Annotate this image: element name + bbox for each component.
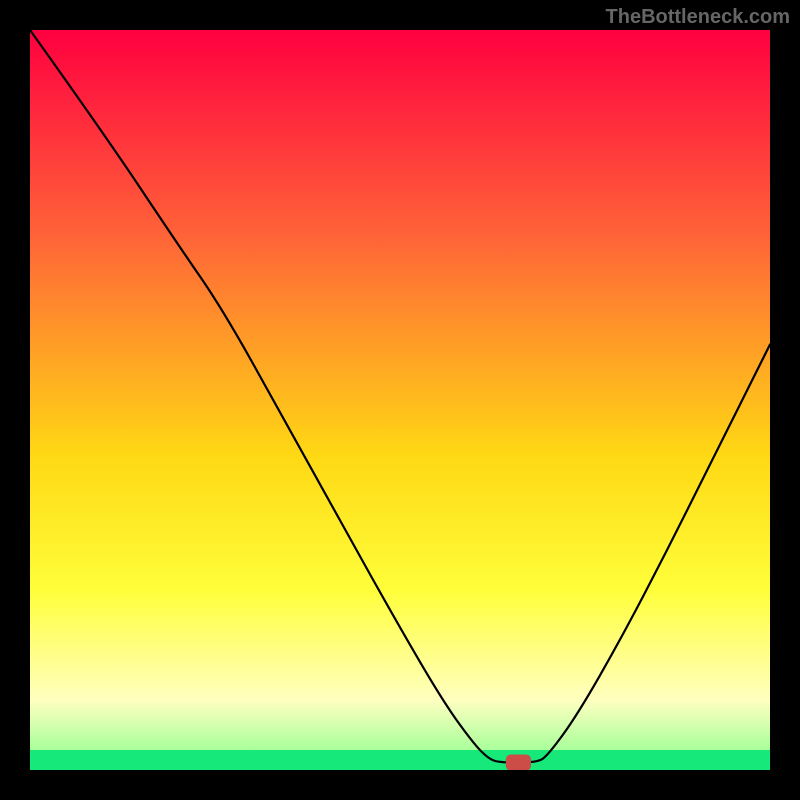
gradient-band	[30, 750, 770, 770]
gradient-band	[30, 590, 770, 700]
gradient-band	[30, 30, 770, 235]
bottleneck-curve-chart	[30, 30, 770, 770]
gradient-band	[30, 455, 770, 591]
watermark-text: TheBottleneck.com	[606, 6, 790, 29]
chart-container: TheBottleneck.com	[0, 0, 800, 800]
optimal-point-marker	[506, 754, 531, 770]
gradient-band	[30, 235, 770, 455]
gradient-band	[30, 700, 770, 751]
